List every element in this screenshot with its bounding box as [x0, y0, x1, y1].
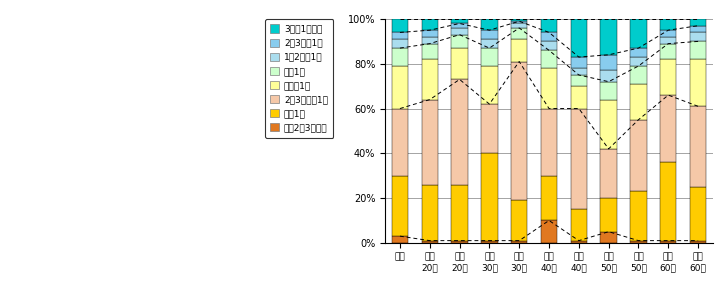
Bar: [630, 48, 646, 57]
Bar: [392, 66, 408, 108]
Bar: [660, 59, 676, 95]
Bar: [392, 236, 408, 243]
Bar: [511, 28, 527, 39]
Bar: [630, 241, 646, 243]
Bar: [601, 198, 617, 232]
Bar: [571, 19, 587, 57]
Bar: [481, 19, 498, 30]
Bar: [541, 68, 557, 108]
Bar: [601, 232, 617, 243]
Bar: [481, 48, 498, 66]
Bar: [571, 86, 587, 108]
Bar: [451, 241, 468, 243]
Bar: [630, 191, 646, 241]
Bar: [541, 19, 557, 32]
Bar: [481, 39, 498, 48]
Bar: [481, 153, 498, 241]
Bar: [511, 200, 527, 241]
Bar: [690, 19, 706, 26]
Bar: [451, 24, 468, 28]
Bar: [451, 79, 468, 185]
Bar: [511, 241, 527, 243]
Bar: [511, 24, 527, 28]
Bar: [601, 149, 617, 198]
Bar: [690, 106, 706, 187]
Bar: [511, 61, 527, 200]
Bar: [690, 32, 706, 41]
Bar: [422, 44, 438, 59]
Bar: [422, 100, 438, 185]
Bar: [541, 41, 557, 50]
Bar: [690, 59, 706, 106]
Bar: [571, 108, 587, 209]
Bar: [481, 241, 498, 243]
Bar: [422, 19, 438, 30]
Bar: [630, 120, 646, 191]
Bar: [690, 187, 706, 241]
Bar: [601, 82, 617, 100]
Bar: [541, 176, 557, 220]
Bar: [451, 48, 468, 79]
Bar: [660, 37, 676, 44]
Bar: [481, 66, 498, 104]
Bar: [660, 162, 676, 241]
Bar: [541, 108, 557, 176]
Bar: [511, 39, 527, 61]
Bar: [392, 19, 408, 32]
Bar: [660, 95, 676, 162]
Bar: [392, 176, 408, 236]
Bar: [630, 84, 646, 120]
Bar: [451, 185, 468, 241]
Bar: [511, 19, 527, 21]
Bar: [392, 48, 408, 66]
Bar: [541, 220, 557, 243]
Bar: [511, 21, 527, 24]
Bar: [601, 19, 617, 55]
Bar: [541, 50, 557, 68]
Bar: [660, 241, 676, 243]
Bar: [392, 32, 408, 39]
Bar: [392, 108, 408, 176]
Bar: [541, 32, 557, 41]
Bar: [571, 75, 587, 86]
Bar: [660, 30, 676, 37]
Bar: [571, 209, 587, 241]
Bar: [422, 30, 438, 37]
Bar: [451, 19, 468, 24]
Bar: [571, 241, 587, 243]
Bar: [422, 241, 438, 243]
Bar: [571, 57, 587, 68]
Bar: [451, 35, 468, 48]
Bar: [481, 104, 498, 153]
Bar: [422, 185, 438, 241]
Bar: [601, 100, 617, 149]
Bar: [451, 28, 468, 35]
Bar: [422, 37, 438, 44]
Bar: [422, 59, 438, 100]
Bar: [601, 71, 617, 82]
Bar: [630, 66, 646, 84]
Bar: [601, 55, 617, 71]
Bar: [630, 57, 646, 66]
Bar: [660, 19, 676, 30]
Bar: [660, 44, 676, 59]
Bar: [690, 41, 706, 59]
Legend: 3年に1回未満, 2～3年に1回, 1～2年に1回, 年に1回, 半年に1回, 2～3カ月に1回, 月に1回, 月に2～3回以上: 3年に1回未満, 2～3年に1回, 1～2年に1回, 年に1回, 半年に1回, …: [265, 19, 333, 138]
Bar: [630, 19, 646, 48]
Bar: [690, 26, 706, 32]
Bar: [571, 68, 587, 75]
Bar: [690, 241, 706, 243]
Bar: [481, 30, 498, 39]
Bar: [392, 39, 408, 48]
